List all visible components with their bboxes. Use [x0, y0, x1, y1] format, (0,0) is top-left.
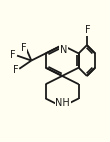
Text: F: F	[85, 25, 90, 35]
Text: F: F	[10, 50, 16, 60]
Text: NH: NH	[55, 98, 70, 108]
Text: N: N	[60, 45, 67, 55]
Text: F: F	[20, 43, 26, 53]
Text: F: F	[13, 65, 18, 75]
